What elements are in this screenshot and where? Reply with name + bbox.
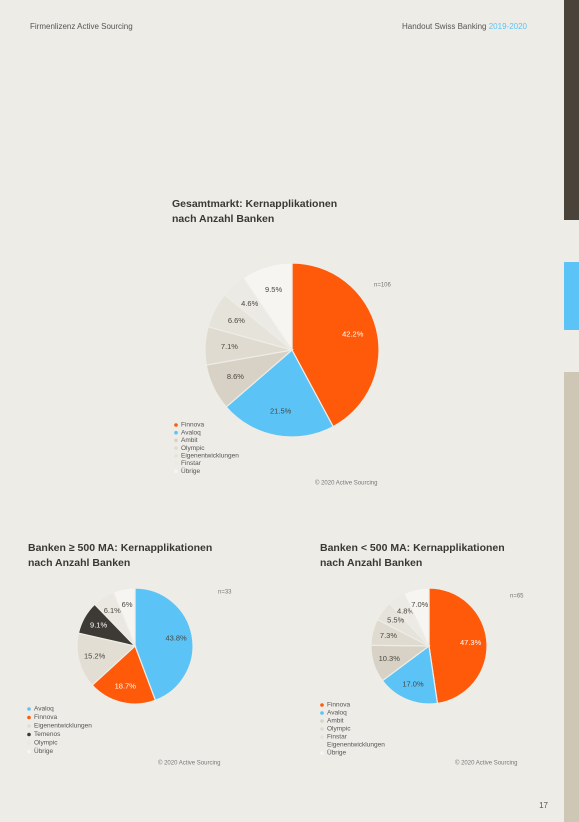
legend-marker <box>174 438 178 443</box>
legend-marker <box>174 446 178 450</box>
chart-title: Banken ≥ 500 MA: Kernapplikationen <box>28 542 212 554</box>
legend-marker <box>174 461 178 466</box>
legend-label: Übrige <box>181 467 201 475</box>
legend-marker <box>320 703 324 707</box>
legend-marker <box>174 454 178 458</box>
data-label: 9.1% <box>90 620 107 629</box>
chart-title: Gesamtmarkt: Kernapplikationen <box>172 198 337 210</box>
data-label: 6.6% <box>228 316 245 325</box>
legend-marker <box>27 715 31 720</box>
legend-label: Eigenentwicklungen <box>181 453 239 460</box>
legend-label: Olympic <box>181 445 205 452</box>
legend-label: Finnova <box>181 422 205 429</box>
data-label: 7.0% <box>411 600 428 609</box>
data-label: 43.8% <box>165 634 187 643</box>
legend-label: Avaloq <box>181 429 201 436</box>
data-label: 10.3% <box>379 654 401 663</box>
data-label: 6.1% <box>104 606 121 615</box>
legend-marker <box>320 743 324 747</box>
legend-label: Eigenentwicklungen <box>34 723 92 730</box>
pie-slice <box>242 262 293 352</box>
source: © 2020 Active Sourcing <box>455 760 517 767</box>
header-right: Handout Swiss Banking 2019-2020 <box>402 22 528 31</box>
pie-slice <box>112 587 136 647</box>
legend-marker <box>174 430 178 435</box>
data-label: 8.6% <box>227 372 244 381</box>
legend-label: Finstar <box>327 734 348 741</box>
legend-label: Avaloq <box>327 710 347 717</box>
pie-slice <box>134 587 194 702</box>
pie-slice <box>403 587 430 647</box>
legend-marker <box>27 724 31 728</box>
legend-label: Ambit <box>181 437 198 444</box>
legend-label: Olympic <box>34 740 58 747</box>
legend-marker <box>320 711 324 715</box>
legend-label: Eigenentwicklungen <box>327 742 385 749</box>
legend-label: Olympic <box>327 726 351 733</box>
data-label: 9.5% <box>265 285 282 294</box>
side-bar <box>564 0 579 220</box>
chart-title: nach Anzahl Banken <box>320 557 422 569</box>
legend-label: Finnova <box>34 714 58 721</box>
data-label: 15.2% <box>84 652 106 661</box>
legend-marker <box>320 735 324 739</box>
legend-label: Finnova <box>327 702 351 709</box>
note: n=33 <box>218 590 232 596</box>
page-number: 17 <box>539 801 548 810</box>
legend-marker <box>320 719 324 723</box>
pie-slice <box>291 262 380 428</box>
legend-marker <box>27 707 31 711</box>
note: n=65 <box>510 594 524 600</box>
legend-label: Übrige <box>327 749 347 757</box>
pie-slice <box>76 632 137 687</box>
data-label: 17.0% <box>402 680 424 689</box>
header-years: 2019-2020 <box>489 22 528 31</box>
data-label: 6% <box>122 600 133 609</box>
data-label: 4.8% <box>397 606 414 615</box>
side-bar <box>564 372 579 822</box>
legend-marker <box>27 749 31 754</box>
data-label: 5.5% <box>387 616 404 625</box>
header-title: Handout Swiss Banking <box>402 22 487 31</box>
legend-label: Ambit <box>327 718 344 725</box>
pie-slice <box>91 644 157 705</box>
legend-label: Finstar <box>181 460 202 467</box>
data-label: 4.6% <box>241 299 258 308</box>
data-label: 42.2% <box>342 330 364 339</box>
legend-marker <box>27 741 31 745</box>
legend-marker <box>174 469 178 474</box>
data-label: 21.5% <box>270 407 292 416</box>
chart-title: nach Anzahl Banken <box>172 213 274 225</box>
side-bar <box>564 262 579 330</box>
chart-title: Banken < 500 MA: Kernapplikationen <box>320 542 505 554</box>
note: n=106 <box>374 283 392 289</box>
source: © 2020 Active Sourcing <box>315 480 377 487</box>
legend-label: Avaloq <box>34 706 54 713</box>
data-label: 18.7% <box>115 682 137 691</box>
legend-label: Temenos <box>34 731 61 738</box>
chart-title: nach Anzahl Banken <box>28 557 130 569</box>
legend-marker <box>27 732 31 737</box>
data-label: 7.1% <box>221 342 238 351</box>
pie-slice <box>381 644 439 705</box>
legend-label: Übrige <box>34 747 54 755</box>
legend-marker <box>174 423 178 427</box>
legend-marker <box>320 727 324 731</box>
pie-slice <box>225 349 334 438</box>
data-label: 47.3% <box>460 638 482 647</box>
pie-slice <box>428 587 488 705</box>
legend-marker <box>320 751 324 755</box>
source: © 2020 Active Sourcing <box>158 760 220 767</box>
data-label: 7.3% <box>380 631 397 640</box>
header-left: Firmenlizenz Active Sourcing <box>30 22 133 31</box>
